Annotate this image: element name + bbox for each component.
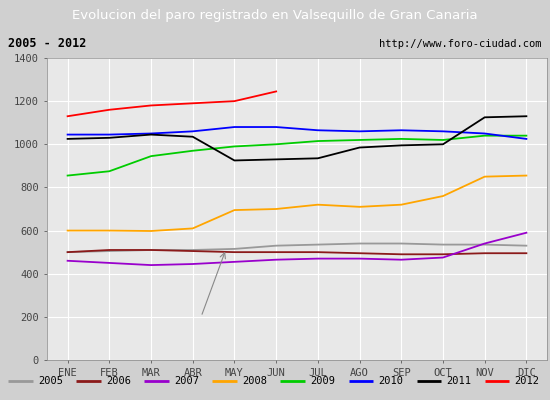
Text: 2006: 2006 <box>106 376 131 386</box>
Text: 2012: 2012 <box>515 376 540 386</box>
Text: 2008: 2008 <box>243 376 267 386</box>
Text: 2007: 2007 <box>174 376 199 386</box>
Text: Evolucion del paro registrado en Valsequillo de Gran Canaria: Evolucion del paro registrado en Valsequ… <box>72 8 478 22</box>
Text: 2009: 2009 <box>310 376 336 386</box>
Text: 2005: 2005 <box>38 376 63 386</box>
Text: 2011: 2011 <box>447 376 471 386</box>
Text: 2010: 2010 <box>378 376 404 386</box>
Text: http://www.foro-ciudad.com: http://www.foro-ciudad.com <box>379 38 542 48</box>
Text: 2005 - 2012: 2005 - 2012 <box>8 37 86 50</box>
